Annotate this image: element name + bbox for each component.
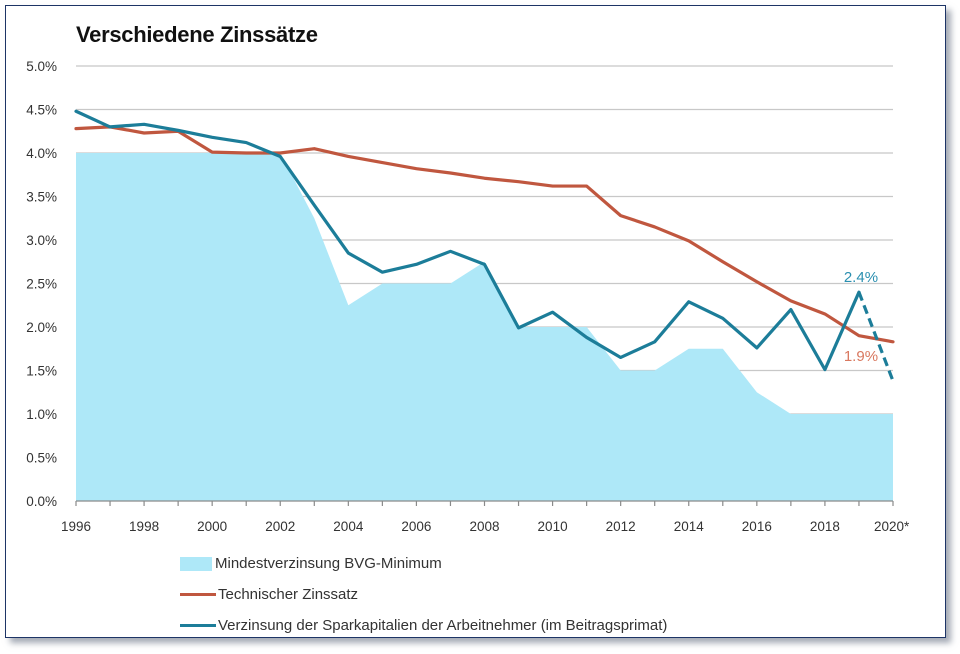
x-tick-label: 1996: [61, 519, 91, 534]
y-tick-label: 4.5%: [26, 103, 57, 118]
annotations: 2.4% 1.9%: [844, 269, 878, 365]
x-axis-tick-labels: 1996 1998 2000 2002 2004 2006 2008 2010 2012 2014…: [61, 519, 910, 534]
legend-label: Mindestverzinsung BVG-Minimum: [215, 555, 442, 572]
area-fill-bvg-minimum: [76, 153, 893, 501]
x-tick-label: 2018: [810, 519, 840, 534]
area-series-bvg-minimum: [76, 153, 893, 501]
legend-item-technischer-zinssatz: Technischer Zinssatz: [180, 579, 667, 610]
x-tick-label: 2020*: [874, 519, 910, 534]
x-tick-label: 1998: [129, 519, 159, 534]
y-axis-tick-labels: 0.0% 0.5% 1.0% 1.5% 2.0% 2.5% 3.0% 3.5% 4.0% 4.5%…: [26, 59, 57, 509]
legend-item-sparkapitalien: Verzinsung der Sparkapitalien der Arbeit…: [180, 610, 667, 641]
x-tick-label: 2006: [401, 519, 431, 534]
x-tick-label: 2008: [469, 519, 499, 534]
legend-swatch-line: [180, 593, 216, 596]
annotation-label: 1.9%: [844, 348, 878, 365]
y-tick-label: 3.0%: [26, 233, 57, 248]
legend-label: Technischer Zinssatz: [218, 586, 359, 603]
y-tick-label: 3.5%: [26, 190, 57, 205]
x-tick-label: 2016: [742, 519, 772, 534]
x-tick-label: 2014: [674, 519, 705, 534]
y-tick-label: 4.0%: [26, 146, 57, 161]
y-tick-label: 2.0%: [26, 320, 57, 335]
y-tick-label: 0.5%: [26, 451, 57, 466]
y-tick-label: 0.0%: [26, 494, 57, 509]
legend-swatch-area: [180, 556, 212, 571]
legend: Mindestverzinsung BVG-Minimum Technische…: [180, 548, 667, 641]
x-tick-label: 2012: [606, 519, 636, 534]
line-series: [74, 109, 895, 382]
line-sparkapitalien: [74, 109, 861, 372]
line-sparkapitalien-projection: [857, 291, 895, 382]
legend-label: Verzinsung der Sparkapitalien der Arbeit…: [218, 617, 668, 634]
y-tick-label: 2.5%: [26, 277, 57, 292]
x-tick-label: 2002: [265, 519, 295, 534]
annotation-label: 2.4%: [844, 269, 878, 286]
x-axis: [75, 500, 894, 506]
y-tick-label: 1.5%: [26, 364, 57, 379]
legend-item-bvg-minimum: Mindestverzinsung BVG-Minimum: [180, 548, 667, 579]
y-tick-label: 1.0%: [26, 407, 57, 422]
x-tick-label: 2000: [197, 519, 227, 534]
x-tick-label: 2010: [538, 519, 568, 534]
legend-swatch-line: [180, 624, 216, 627]
y-tick-label: 5.0%: [26, 59, 57, 74]
chart-title: Verschiedene Zinssätze: [76, 22, 318, 47]
x-tick-label: 2004: [333, 519, 364, 534]
